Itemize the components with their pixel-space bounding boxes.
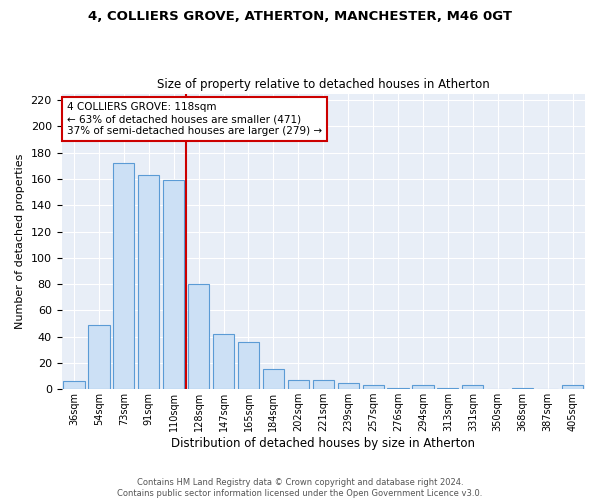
X-axis label: Distribution of detached houses by size in Atherton: Distribution of detached houses by size … bbox=[171, 437, 475, 450]
Text: Contains HM Land Registry data © Crown copyright and database right 2024.
Contai: Contains HM Land Registry data © Crown c… bbox=[118, 478, 482, 498]
Text: 4 COLLIERS GROVE: 118sqm
← 63% of detached houses are smaller (471)
37% of semi-: 4 COLLIERS GROVE: 118sqm ← 63% of detach… bbox=[67, 102, 322, 136]
Bar bbox=[512, 388, 533, 389]
Bar bbox=[263, 370, 284, 389]
Title: Size of property relative to detached houses in Atherton: Size of property relative to detached ho… bbox=[157, 78, 490, 91]
Text: 4, COLLIERS GROVE, ATHERTON, MANCHESTER, M46 0GT: 4, COLLIERS GROVE, ATHERTON, MANCHESTER,… bbox=[88, 10, 512, 23]
Bar bbox=[213, 334, 234, 389]
Bar bbox=[138, 175, 160, 389]
Bar bbox=[88, 325, 110, 389]
Bar bbox=[437, 388, 458, 389]
Bar bbox=[313, 380, 334, 389]
Bar bbox=[238, 342, 259, 389]
Bar bbox=[462, 385, 484, 389]
Bar bbox=[338, 382, 359, 389]
Bar bbox=[562, 385, 583, 389]
Bar bbox=[388, 388, 409, 389]
Bar bbox=[362, 385, 384, 389]
Bar bbox=[113, 163, 134, 389]
Bar bbox=[412, 385, 434, 389]
Bar bbox=[288, 380, 309, 389]
Bar bbox=[64, 382, 85, 389]
Bar bbox=[188, 284, 209, 389]
Bar bbox=[163, 180, 184, 389]
Y-axis label: Number of detached properties: Number of detached properties bbox=[15, 154, 25, 329]
